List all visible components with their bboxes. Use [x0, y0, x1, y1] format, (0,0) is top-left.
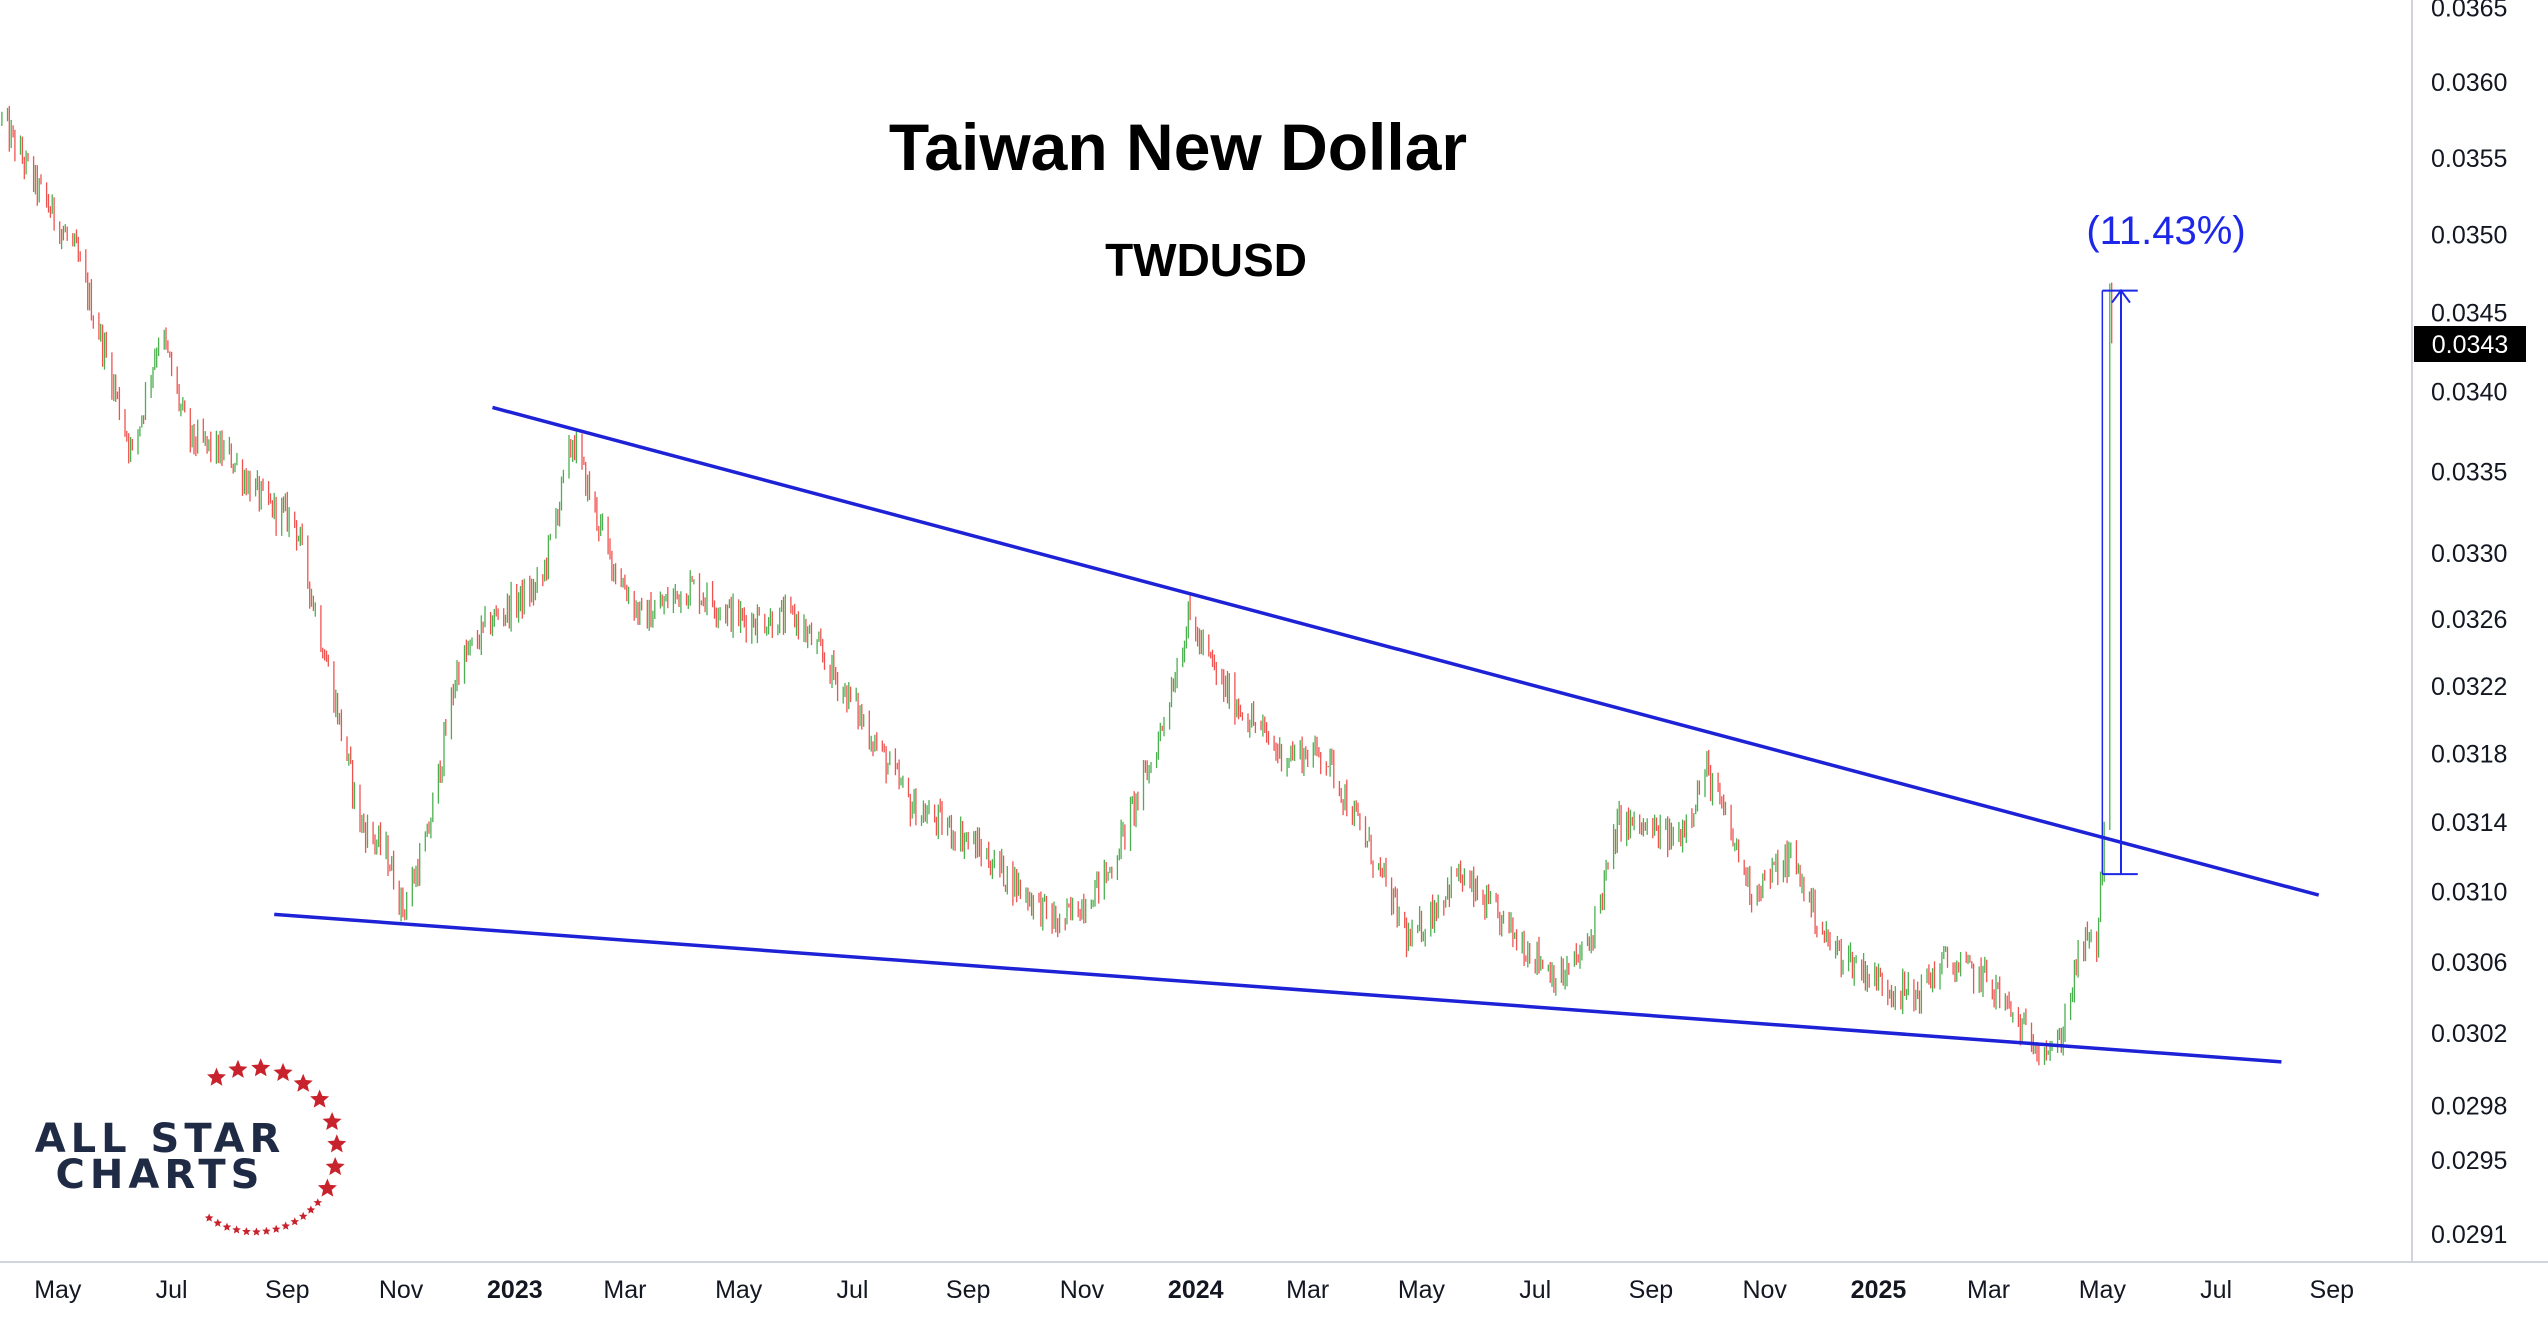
logo-small-star-icon	[290, 1217, 299, 1226]
last-price-label: 0.0343	[2414, 326, 2526, 362]
time-tick-label: Jul	[837, 1276, 869, 1304]
logo-small-star-icon	[204, 1213, 214, 1222]
price-tick-label: 0.0310	[2431, 879, 2507, 907]
logo-small-star-icon	[232, 1225, 241, 1234]
logo-star-icon	[325, 1157, 345, 1176]
chart-title: Taiwan New Dollar	[889, 110, 1467, 184]
price-tick-label: 0.0302	[2431, 1020, 2507, 1048]
logo-line-2: CHARTS	[56, 1152, 265, 1198]
time-tick-label: May	[715, 1276, 763, 1304]
logo-star-icon	[273, 1062, 293, 1081]
price-tick-label: 0.0355	[2431, 145, 2507, 173]
time-tick-label: Nov	[1060, 1276, 1105, 1304]
logo-small-star-icon	[262, 1226, 271, 1235]
trendline-lower[interactable]	[274, 912, 2282, 1064]
price-axis: 0.0365 0.0360 0.0355 0.0350 0.0345 0.0340 0.03…	[2431, 0, 2508, 1249]
time-tick-label: Sep	[1629, 1276, 1673, 1304]
price-tick-label: 0.0345	[2431, 299, 2507, 327]
time-tick-label: May	[1398, 1276, 1446, 1304]
price-tick-label: 0.0330	[2431, 540, 2507, 568]
logo-star-icon	[310, 1089, 330, 1108]
logo-line-1: ALL STAR	[35, 1116, 286, 1162]
logo-small-star-icon	[313, 1198, 323, 1207]
price-tick-label: 0.0335	[2431, 459, 2507, 487]
price-tick-label: 0.0298	[2431, 1092, 2507, 1120]
logo-small-star-icon	[252, 1227, 261, 1236]
time-tick-label: Nov	[379, 1276, 424, 1304]
time-axis[interactable]: May Jul Sep Nov 2023 Mar May Jul Sep Nov 2024 Mar Ma…	[34, 1276, 2354, 1304]
logo-star-icon	[317, 1178, 337, 1197]
price-tick-label: 0.0350	[2431, 222, 2507, 250]
logo-small-star-icon	[213, 1218, 223, 1227]
candles-group	[1, 105, 2113, 1066]
measure-arrowhead-icon	[2111, 288, 2131, 304]
price-tick-label: 0.0314	[2431, 809, 2508, 837]
logo-small-star-icon	[271, 1224, 281, 1233]
last-price-value: 0.0343	[2432, 331, 2508, 359]
all-star-charts-logo: ALL STAR CHARTS	[35, 1058, 347, 1236]
time-tick-label: Sep	[946, 1276, 990, 1304]
time-tick-label: Jul	[156, 1276, 188, 1304]
last-price-background	[2414, 326, 2526, 362]
price-tick-label: 0.0326	[2431, 606, 2507, 634]
chart-subtitle: TWDUSD	[1105, 234, 1307, 286]
logo-star-icon	[293, 1073, 313, 1092]
time-tick-label: Mar	[1967, 1276, 2010, 1304]
time-tick-label: Mar	[1286, 1276, 1329, 1304]
time-tick-label: Mar	[603, 1276, 646, 1304]
time-tick-label: 2023	[487, 1276, 543, 1304]
time-tick-label: Jul	[2200, 1276, 2232, 1304]
percent-change-annotation: (11.43%)	[2086, 209, 2245, 253]
price-tick-label: 0.0295	[2431, 1147, 2507, 1175]
logo-small-star-icon	[306, 1205, 316, 1214]
time-tick-label: May	[2079, 1276, 2127, 1304]
time-tick-label: May	[34, 1276, 82, 1304]
time-tick-label: 2025	[1851, 1276, 1907, 1304]
price-tick-label: 0.0318	[2431, 741, 2507, 769]
logo-small-star-icon	[281, 1221, 290, 1230]
price-tick-label: 0.0365	[2431, 0, 2507, 22]
time-tick-label: Nov	[1742, 1276, 1787, 1304]
logo-small-star-icon	[298, 1211, 308, 1220]
price-tick-label: 0.0306	[2431, 949, 2507, 977]
trendline-upper[interactable]	[492, 405, 2320, 897]
measure-tool	[2101, 288, 2138, 876]
logo-star-icon	[251, 1058, 271, 1077]
trendlines-group	[274, 405, 2320, 1064]
price-tick-label: 0.0360	[2431, 69, 2507, 97]
logo-star-icon	[327, 1134, 347, 1153]
logo-small-star-icon	[222, 1222, 232, 1231]
price-tick-label: 0.0322	[2431, 673, 2507, 701]
logo-star-icon	[322, 1112, 342, 1130]
logo-stars-icon	[204, 1058, 347, 1236]
logo-star-icon	[207, 1067, 226, 1086]
time-tick-label: Sep	[2310, 1276, 2354, 1304]
price-tick-label: 0.0340	[2431, 379, 2507, 407]
time-tick-label: 2024	[1168, 1276, 1224, 1304]
price-tick-label: 0.0291	[2431, 1221, 2507, 1249]
time-tick-label: Sep	[265, 1276, 309, 1304]
time-tick-label: Jul	[1519, 1276, 1551, 1304]
logo-star-icon	[228, 1059, 248, 1078]
logo-small-star-icon	[242, 1227, 251, 1236]
